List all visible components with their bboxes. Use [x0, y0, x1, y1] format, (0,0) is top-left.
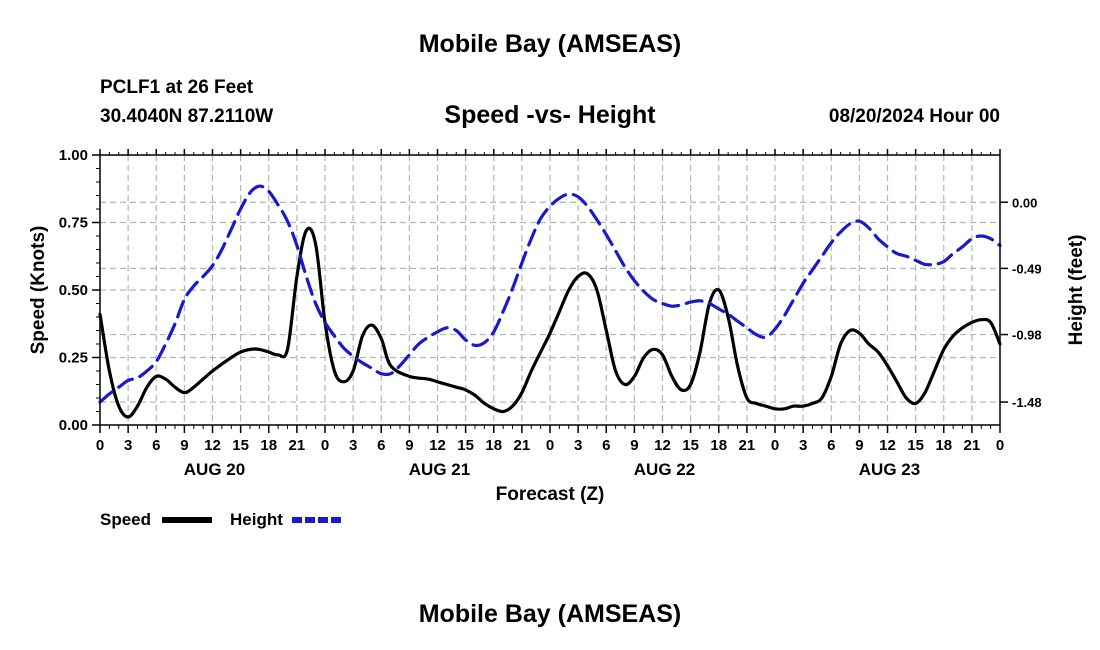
x-tick-label: 15: [907, 437, 924, 454]
series-line-height: [98, 184, 1002, 404]
x-tick-label: 6: [377, 437, 385, 454]
x-tick-label: 18: [485, 437, 502, 454]
chart-axes: 0 3 6 9 12 15 18 21 0 3 6 9 12 15 18 21 0 3 6 9 12 15 18 21 0 3 6 9…: [28, 147, 1087, 505]
y-tick-label: 1.00: [59, 147, 88, 164]
chart-grid: [100, 155, 1000, 425]
x-tick-label: 21: [289, 437, 306, 454]
chart-title: Speed -vs- Height: [444, 101, 656, 129]
x-tick-label: 18: [935, 437, 952, 454]
x-tick-label: 6: [602, 437, 610, 454]
day-label: AUG 21: [409, 460, 470, 479]
x-tick-label: 21: [739, 437, 756, 454]
x-tick-label: 15: [682, 437, 699, 454]
x-tick-label: 9: [180, 437, 188, 454]
y-tick-label: 0.00: [59, 417, 88, 434]
x-tick-label: 3: [349, 437, 357, 454]
x-axis-label: Forecast (Z): [496, 484, 605, 505]
coordinates-label: 30.4040N 87.2110W: [100, 106, 274, 127]
x-tick-label: 3: [574, 437, 582, 454]
day-label: AUG 23: [859, 460, 920, 479]
x-tick-label: 12: [429, 437, 446, 454]
x-tick-label: 0: [996, 437, 1004, 454]
y2-tick-label: -0.98: [1012, 328, 1042, 343]
station-label: PCLF1 at 26 Feet: [100, 77, 254, 98]
page-title-repeat: Mobile Bay (AMSEAS): [418, 600, 682, 628]
x-tick-label: 9: [405, 437, 413, 454]
x-tick-label: 3: [799, 437, 807, 454]
legend-label-speed: Speed: [100, 510, 151, 529]
y2-tick-label: -0.49: [1012, 261, 1042, 276]
x-tick-label: 0: [321, 437, 329, 454]
chart-legend: Speed Height: [100, 510, 342, 529]
x-tick-label: 9: [855, 437, 863, 454]
day-label: AUG 22: [634, 460, 695, 479]
y2-axis-label: Height (feet): [1066, 235, 1087, 346]
x-tick-label: 3: [124, 437, 132, 454]
day-label: AUG 20: [184, 460, 245, 479]
y2-tick-label: 0.00: [1012, 195, 1037, 210]
x-tick-label: 6: [827, 437, 835, 454]
x-tick-label: 12: [204, 437, 221, 454]
y-axis-label: Speed (Knots): [28, 226, 49, 355]
x-tick-label: 12: [654, 437, 671, 454]
legend-label-height: Height: [230, 510, 283, 529]
x-tick-label: 6: [152, 437, 160, 454]
y2-tick-label: -1.48: [1012, 395, 1042, 410]
forecast-datetime: 08/20/2024 Hour 00: [828, 106, 1000, 127]
chart-series: [98, 184, 1002, 419]
x-tick-label: 15: [232, 437, 249, 454]
x-tick-label: 21: [964, 437, 981, 454]
series-line-speed: [98, 226, 1002, 419]
x-tick-label: 12: [879, 437, 896, 454]
x-tick-label: 18: [260, 437, 277, 454]
y-tick-label: 0.50: [59, 282, 88, 299]
y-tick-label: 0.75: [59, 215, 88, 232]
x-tick-label: 9: [630, 437, 638, 454]
x-tick-label: 21: [514, 437, 531, 454]
x-tick-label: 18: [710, 437, 727, 454]
x-tick-label: 0: [96, 437, 104, 454]
x-tick-label: 15: [457, 437, 474, 454]
page-title: Mobile Bay (AMSEAS): [418, 30, 682, 58]
y-tick-label: 0.25: [59, 350, 88, 367]
x-tick-label: 0: [771, 437, 779, 454]
x-tick-label: 0: [546, 437, 554, 454]
